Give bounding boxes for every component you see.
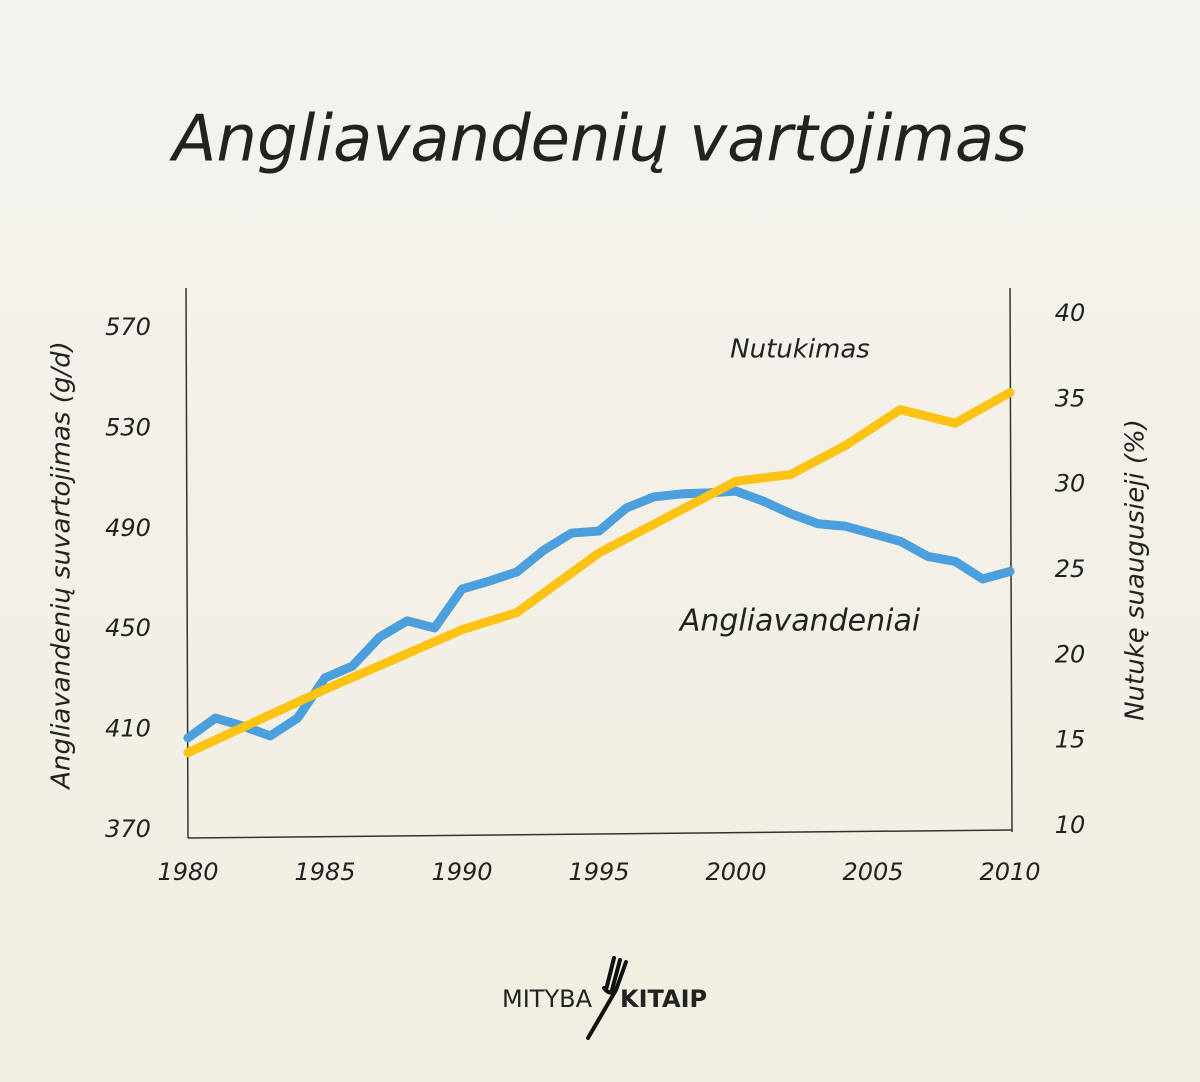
x-tick-label: 2000 (705, 858, 766, 886)
x-tick-label: 1995 (568, 858, 629, 886)
series-label: Angliavandeniai (678, 604, 921, 639)
logo-right: KITAIP (620, 985, 707, 1013)
y-tick-label: 450 (105, 614, 151, 642)
logo: MITYBA KITAIP (502, 956, 707, 1040)
x-tick-label: 1985 (294, 858, 355, 886)
x-axis (187, 829, 1013, 839)
left-axis (185, 287, 189, 839)
chart-title: Angliavandenių vartojimas (169, 103, 1028, 177)
y2-tick-label: 10 (1055, 811, 1086, 839)
y-tick-label: 490 (105, 514, 151, 542)
y-tick-label: 530 (105, 413, 151, 441)
y-axis-label: Angliavandenių suvartojimas (g/d) (47, 341, 77, 791)
y-tick-label: 370 (105, 815, 151, 843)
fork-icon (586, 956, 628, 1040)
y2-tick-label: 20 (1055, 640, 1086, 668)
x-tick-label: 1990 (431, 858, 492, 886)
y2-tick-label: 30 (1055, 470, 1086, 498)
y2-tick-label: 40 (1055, 299, 1086, 327)
x-tick-label: 2010 (979, 858, 1040, 886)
right-axis (1009, 287, 1013, 833)
series-line (183, 388, 1015, 758)
y2-axis-label: Nutukę suaugusieji (%) (1121, 419, 1151, 721)
logo-left: MITYBA (502, 985, 593, 1013)
series-label: Nutukimas (730, 335, 870, 365)
x-tick-label: 1980 (157, 858, 218, 886)
y2-tick-label: 35 (1055, 384, 1086, 412)
series-line (183, 486, 1015, 743)
y2-tick-label: 15 (1055, 726, 1086, 754)
y-tick-label: 410 (105, 715, 151, 743)
y2-tick-label: 25 (1055, 555, 1086, 583)
y-tick-label: 570 (105, 313, 151, 341)
x-tick-label: 2005 (842, 858, 903, 886)
